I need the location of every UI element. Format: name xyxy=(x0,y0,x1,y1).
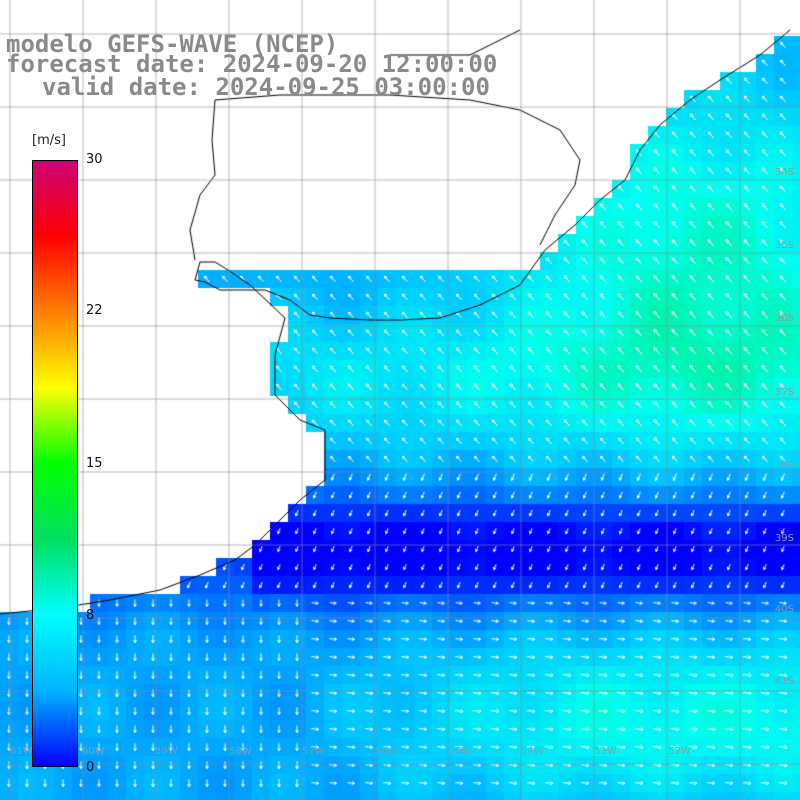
forecast-date: forecast date: 2024-09-20 12:00:00 xyxy=(6,50,498,78)
colorbar-tick: 15 xyxy=(86,456,103,471)
lon-label: 55W xyxy=(448,746,471,757)
lon-label: 52W xyxy=(668,746,691,757)
lat-label: 35S xyxy=(774,240,794,251)
model-title: modelo GEFS-WAVE (NCEP) xyxy=(6,30,339,58)
lon-label: 59W xyxy=(155,746,178,757)
lon-label: 54W xyxy=(521,746,544,757)
lon-label: 58W xyxy=(229,746,252,757)
lat-label: 41S xyxy=(774,676,794,687)
lat-label: 34S xyxy=(774,167,794,178)
colorbar xyxy=(32,160,78,767)
colorbar-unit-label: [m/s] xyxy=(32,133,66,148)
lon-label: 56W xyxy=(375,746,398,757)
lat-label: 38S xyxy=(774,460,794,471)
lat-label: 36S xyxy=(774,313,794,324)
lon-label: 57W xyxy=(302,746,325,757)
colorbar-tick: 0 xyxy=(86,760,95,775)
colorbar-tick: 22 xyxy=(86,303,103,318)
lat-label: 37S xyxy=(774,387,794,398)
colorbar-tick: 30 xyxy=(86,152,103,167)
lon-label: 61W xyxy=(10,746,33,757)
valid-date: valid date: 2024-09-25 03:00:00 xyxy=(42,73,490,101)
lat-label: 40S xyxy=(774,604,794,615)
lon-label: 60W xyxy=(82,746,105,757)
colorbar-tick: 8 xyxy=(86,608,95,623)
lat-label: 39S xyxy=(774,533,794,544)
lon-label: 53W xyxy=(594,746,617,757)
